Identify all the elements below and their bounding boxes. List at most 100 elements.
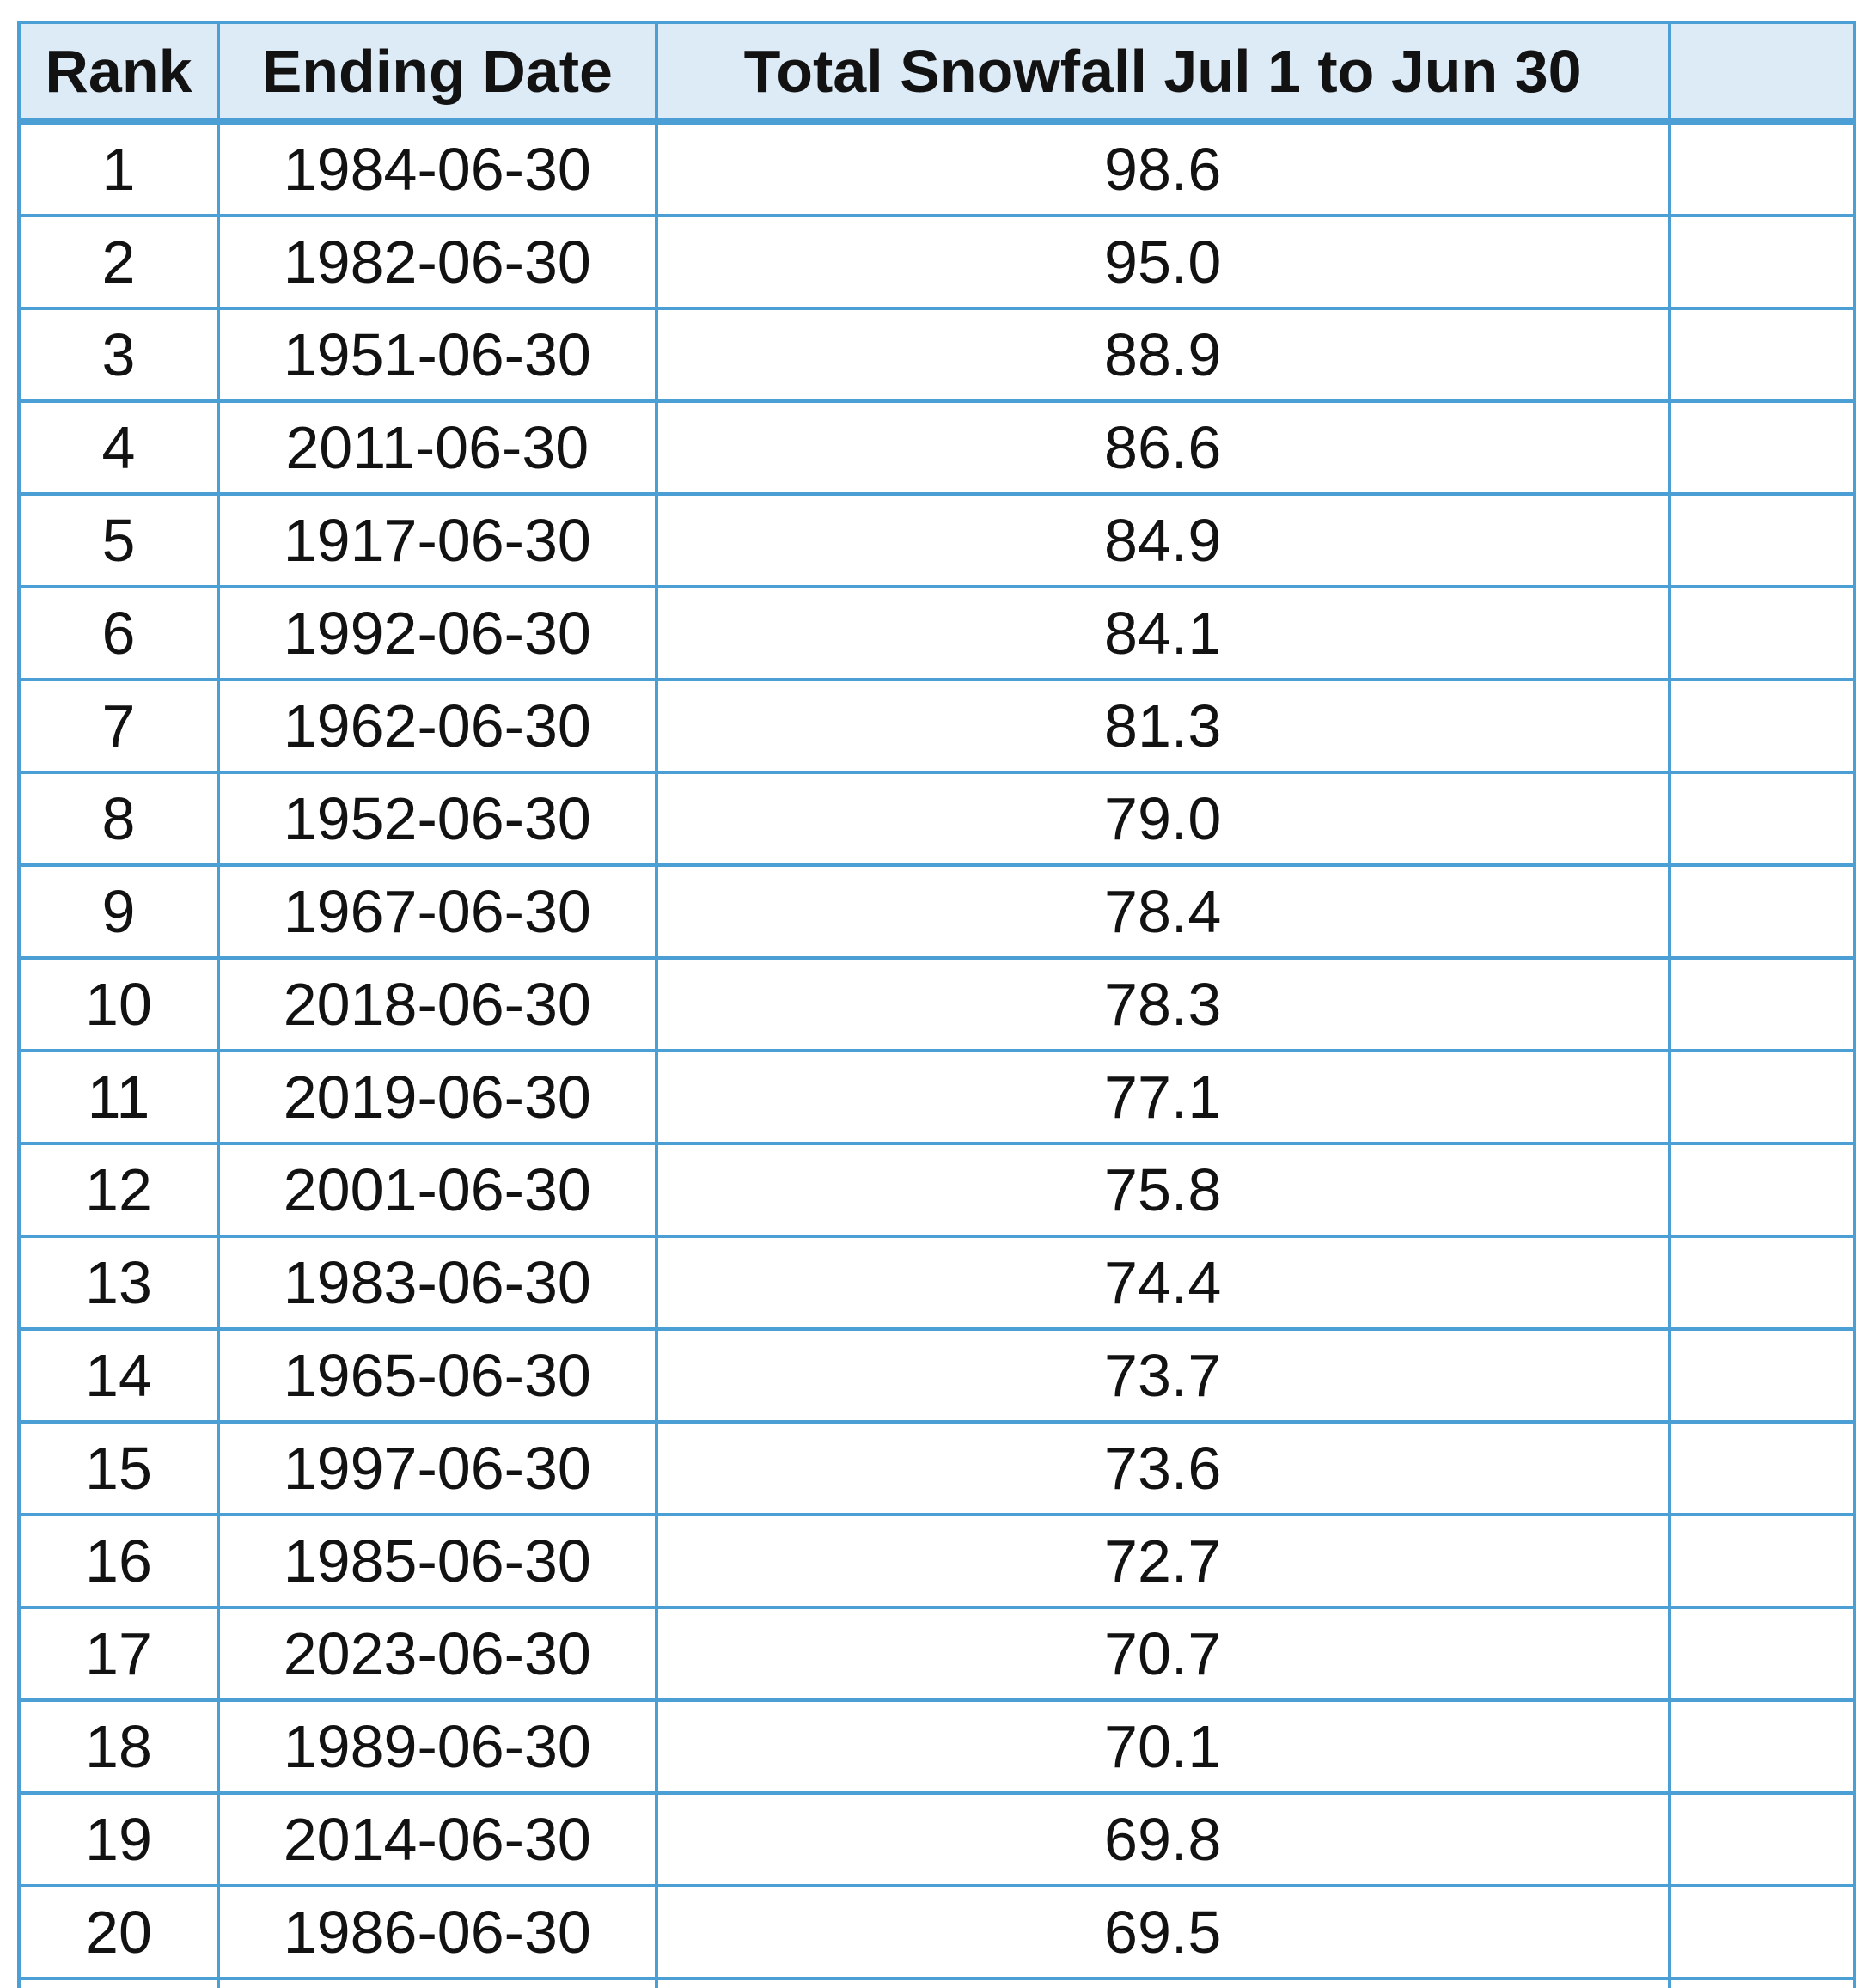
extra-cell-cropped bbox=[1667, 1049, 1856, 1145]
extra-cell-cropped bbox=[1667, 492, 1856, 588]
snowfall-cell: 70.7 bbox=[654, 1606, 1671, 1702]
ending-date-cell: 1986-06-30 bbox=[216, 1884, 658, 1980]
ending-date-cell: 1992-06-30 bbox=[216, 585, 658, 681]
table-row: 8 1952-06-30 79.0 bbox=[17, 771, 1856, 867]
table-row: 15 1997-06-30 73.6 bbox=[17, 1420, 1856, 1516]
extra-cell-cropped bbox=[1667, 1235, 1856, 1331]
snowfall-cell: 69.5 bbox=[654, 1884, 1671, 1980]
snowfall-rank-table: Rank Ending Date Total Snowfall Jul 1 to… bbox=[17, 21, 1856, 1988]
ending-date-cell: 2014-06-30 bbox=[216, 1791, 658, 1887]
ending-date-cell bbox=[216, 1977, 658, 1988]
rank-cell: 4 bbox=[17, 399, 220, 496]
table-row: 5 1917-06-30 84.9 bbox=[17, 492, 1856, 588]
snowfall-cell: 74.4 bbox=[654, 1235, 1671, 1331]
snowfall-cell: 75.8 bbox=[654, 1142, 1671, 1238]
ending-date-cell: 1984-06-30 bbox=[216, 119, 658, 217]
rank-cell: 3 bbox=[17, 307, 220, 403]
ending-date-cell: 1952-06-30 bbox=[216, 771, 658, 867]
extra-cell-cropped bbox=[1667, 585, 1856, 681]
ending-date-cell: 1985-06-30 bbox=[216, 1513, 658, 1609]
rank-cell: 9 bbox=[17, 863, 220, 960]
extra-cell-cropped bbox=[1667, 1420, 1856, 1516]
extra-cell-cropped bbox=[1667, 1513, 1856, 1609]
snowfall-cell: 72.7 bbox=[654, 1513, 1671, 1609]
table-row: 19 2014-06-30 69.8 bbox=[17, 1791, 1856, 1887]
ending-date-cell: 1997-06-30 bbox=[216, 1420, 658, 1516]
rank-cell: 13 bbox=[17, 1235, 220, 1331]
snowfall-cell: 70.1 bbox=[654, 1698, 1671, 1795]
ending-date-cell: 2019-06-30 bbox=[216, 1049, 658, 1145]
table-row: 2 1982-06-30 95.0 bbox=[17, 214, 1856, 310]
snowfall-cell: 73.7 bbox=[654, 1327, 1671, 1424]
snowfall-cell: 79.0 bbox=[654, 771, 1671, 867]
snowfall-cell: 98.6 bbox=[654, 119, 1671, 217]
ending-date-cell: 2018-06-30 bbox=[216, 956, 658, 1052]
table-row: 14 1965-06-30 73.7 bbox=[17, 1327, 1856, 1424]
ending-date-cell: 1982-06-30 bbox=[216, 214, 658, 310]
extra-cell-cropped bbox=[1667, 1606, 1856, 1702]
table-row: 17 2023-06-30 70.7 bbox=[17, 1606, 1856, 1702]
table-row: 6 1992-06-30 84.1 bbox=[17, 585, 1856, 681]
extra-cell-cropped bbox=[1667, 119, 1856, 217]
rank-cell: 14 bbox=[17, 1327, 220, 1424]
snowfall-cell: 69.8 bbox=[654, 1791, 1671, 1887]
rank-cell: 10 bbox=[17, 956, 220, 1052]
snowfall-cell: 78.4 bbox=[654, 863, 1671, 960]
column-header-rank: Rank bbox=[17, 21, 220, 125]
rank-cell: 12 bbox=[17, 1142, 220, 1238]
snowfall-cell: 84.9 bbox=[654, 492, 1671, 588]
table-row: 13 1983-06-30 74.4 bbox=[17, 1235, 1856, 1331]
extra-cell-cropped bbox=[1667, 863, 1856, 960]
table-row: 11 2019-06-30 77.1 bbox=[17, 1049, 1856, 1145]
rank-cell: 6 bbox=[17, 585, 220, 681]
table-row-partial bbox=[17, 1977, 1856, 1988]
extra-cell-cropped bbox=[1667, 214, 1856, 310]
rank-cell: 16 bbox=[17, 1513, 220, 1609]
snowfall-cell: 77.1 bbox=[654, 1049, 1671, 1145]
rank-cell: 15 bbox=[17, 1420, 220, 1516]
snowfall-cell: 86.6 bbox=[654, 399, 1671, 496]
ending-date-cell: 1965-06-30 bbox=[216, 1327, 658, 1424]
rank-cell: 8 bbox=[17, 771, 220, 867]
table-row: 16 1985-06-30 72.7 bbox=[17, 1513, 1856, 1609]
extra-cell-cropped bbox=[1667, 1142, 1856, 1238]
rank-cell: 20 bbox=[17, 1884, 220, 1980]
column-header-extra-cropped bbox=[1667, 21, 1856, 125]
snowfall-cell: 73.6 bbox=[654, 1420, 1671, 1516]
rank-cell: 5 bbox=[17, 492, 220, 588]
table-body: 1 1984-06-30 98.6 2 1982-06-30 95.0 3 19… bbox=[17, 119, 1856, 1988]
table-row: 10 2018-06-30 78.3 bbox=[17, 956, 1856, 1052]
extra-cell-cropped bbox=[1667, 307, 1856, 403]
table-row: 3 1951-06-30 88.9 bbox=[17, 307, 1856, 403]
table-row: 20 1986-06-30 69.5 bbox=[17, 1884, 1856, 1980]
table-row: 4 2011-06-30 86.6 bbox=[17, 399, 1856, 496]
snowfall-cell: 95.0 bbox=[654, 214, 1671, 310]
rank-cell: 1 bbox=[17, 119, 220, 217]
ending-date-cell: 1967-06-30 bbox=[216, 863, 658, 960]
column-header-ending-date: Ending Date bbox=[216, 21, 658, 125]
snowfall-cell: 81.3 bbox=[654, 678, 1671, 774]
extra-cell-cropped bbox=[1667, 1884, 1856, 1980]
extra-cell-cropped bbox=[1667, 399, 1856, 496]
rank-cell: 11 bbox=[17, 1049, 220, 1145]
extra-cell-cropped bbox=[1667, 771, 1856, 867]
table-row: 12 2001-06-30 75.8 bbox=[17, 1142, 1856, 1238]
ending-date-cell: 1917-06-30 bbox=[216, 492, 658, 588]
table-row: 9 1967-06-30 78.4 bbox=[17, 863, 1856, 960]
rank-cell bbox=[17, 1977, 220, 1988]
extra-cell-cropped bbox=[1667, 956, 1856, 1052]
snowfall-cell: 88.9 bbox=[654, 307, 1671, 403]
rank-cell: 19 bbox=[17, 1791, 220, 1887]
snowfall-cell: 78.3 bbox=[654, 956, 1671, 1052]
ending-date-cell: 1951-06-30 bbox=[216, 307, 658, 403]
header-row: Rank Ending Date Total Snowfall Jul 1 to… bbox=[17, 21, 1856, 125]
extra-cell-cropped bbox=[1667, 1327, 1856, 1424]
ending-date-cell: 1962-06-30 bbox=[216, 678, 658, 774]
snowfall-cell: 84.1 bbox=[654, 585, 1671, 681]
extra-cell-cropped bbox=[1667, 678, 1856, 774]
rank-cell: 17 bbox=[17, 1606, 220, 1702]
extra-cell-cropped bbox=[1667, 1791, 1856, 1887]
snowfall-cell bbox=[654, 1977, 1671, 1988]
rank-cell: 18 bbox=[17, 1698, 220, 1795]
ending-date-cell: 2011-06-30 bbox=[216, 399, 658, 496]
